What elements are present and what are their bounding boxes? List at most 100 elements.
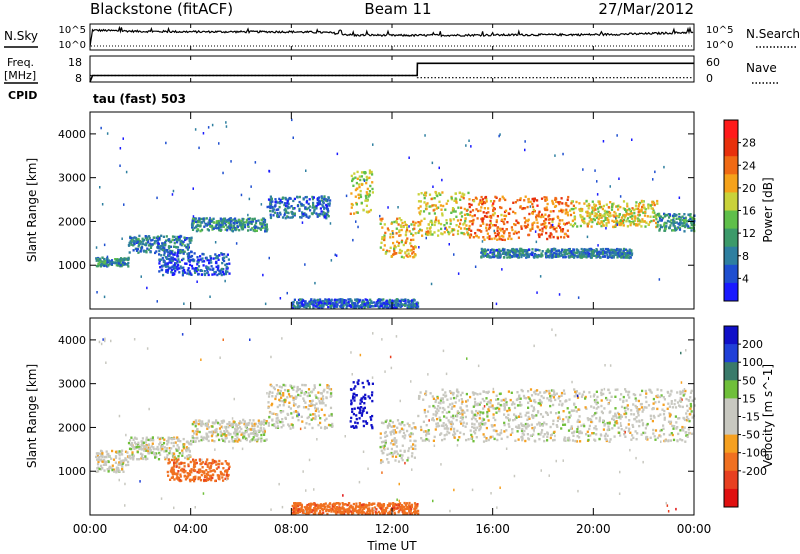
echo-cell	[133, 436, 137, 439]
echo-cell	[482, 250, 485, 253]
echo-cell	[635, 207, 638, 210]
echo-cell	[158, 437, 161, 441]
echo-cell	[308, 394, 311, 397]
echo-cell	[640, 225, 643, 228]
echo-cell	[531, 248, 534, 251]
echo-cell	[155, 452, 158, 455]
echo-cell	[190, 264, 194, 268]
echo-cell	[239, 223, 242, 227]
echo-cell	[481, 253, 484, 256]
echo-cell	[312, 304, 315, 307]
echo-cell	[182, 240, 185, 244]
echo-cell	[508, 212, 511, 215]
echo-cell	[632, 425, 635, 428]
echo-cell	[169, 470, 172, 473]
echo-cell	[517, 236, 520, 239]
echo-cell	[223, 431, 226, 435]
echo-cell	[344, 299, 347, 302]
echo-cell	[536, 199, 539, 202]
echo-cell	[592, 252, 595, 255]
echo-cell	[465, 228, 468, 231]
freq-panel: Freq. [MHz] 18 8 60 0 Nave CPID tau (fas…	[4, 55, 780, 106]
echo-cell	[505, 209, 508, 212]
echo-cell	[605, 203, 608, 206]
echo-cell	[306, 207, 309, 211]
echo-cell	[147, 438, 150, 442]
echo-cell	[410, 248, 413, 252]
echo-cell	[494, 195, 497, 199]
echo-cell	[203, 472, 206, 475]
echo-cell	[166, 470, 169, 474]
echo-cell	[390, 451, 393, 455]
echo-cell	[531, 212, 534, 215]
echo-cell	[545, 218, 548, 221]
echo-cell	[144, 458, 148, 461]
echo-cell	[394, 299, 397, 302]
echo-cell	[668, 220, 671, 223]
echo-cell	[319, 298, 322, 301]
echo-cell	[300, 304, 303, 308]
echo-cell	[482, 433, 485, 436]
echo-cell	[565, 204, 568, 207]
echo-cell	[558, 249, 561, 252]
echo-cell	[601, 207, 604, 211]
echo-cell	[195, 461, 198, 465]
echo-cell	[650, 203, 654, 206]
echo-cell	[283, 399, 286, 402]
echo-cell	[356, 421, 359, 425]
echo-cell	[317, 414, 320, 417]
echo-cell	[152, 447, 155, 451]
echo-cell	[479, 224, 482, 227]
echo-cell	[175, 265, 178, 269]
echo-cell	[305, 306, 308, 309]
echo-cell	[285, 209, 288, 212]
echo-cell	[419, 221, 422, 224]
echo-cell	[497, 255, 500, 259]
echo-cell	[187, 255, 190, 259]
echo-cell	[265, 225, 268, 229]
echo-cell	[552, 210, 555, 213]
echo-cell	[435, 207, 438, 210]
echo-speck	[536, 291, 538, 294]
echo-cell	[225, 473, 228, 477]
echo-cell	[597, 251, 600, 254]
echo-cell	[129, 439, 132, 442]
echo-cell	[616, 205, 619, 208]
echo-cell	[215, 419, 218, 422]
echo-cell	[622, 249, 625, 253]
echo-cell	[194, 271, 197, 274]
echo-cell	[513, 223, 516, 226]
echo-speck	[268, 256, 270, 260]
echo-cell	[528, 212, 531, 216]
echo-cell	[182, 266, 185, 269]
echo-cell	[479, 199, 482, 202]
echo-cell	[536, 204, 539, 207]
echo-cell	[471, 215, 474, 218]
echo-cell	[173, 245, 176, 248]
echo-cell	[544, 199, 547, 202]
echo-cell	[641, 200, 644, 203]
echo-cell	[191, 228, 195, 231]
colorbar-tick-label: 28	[742, 137, 756, 150]
echo-cell	[408, 306, 411, 310]
echo-cell	[357, 193, 360, 197]
echo-cell	[99, 468, 103, 471]
echo-speck	[268, 169, 270, 173]
echo-cell	[550, 250, 553, 253]
echo-cell	[419, 228, 422, 231]
echo-cell	[253, 427, 256, 430]
echo-cell	[317, 203, 320, 206]
echo-cell	[267, 421, 270, 425]
echo-cell	[193, 252, 196, 255]
echo-cell	[504, 399, 507, 402]
echo-cell	[175, 245, 178, 249]
echo-cell	[594, 254, 597, 257]
echo-cell	[225, 471, 229, 474]
echo-cell	[578, 251, 581, 254]
echo-cell	[631, 207, 634, 210]
echo-cell	[312, 388, 315, 391]
echo-cell	[376, 299, 379, 302]
echo-cell	[368, 176, 371, 179]
echo-cell	[226, 469, 229, 473]
echo-cell	[304, 401, 307, 404]
